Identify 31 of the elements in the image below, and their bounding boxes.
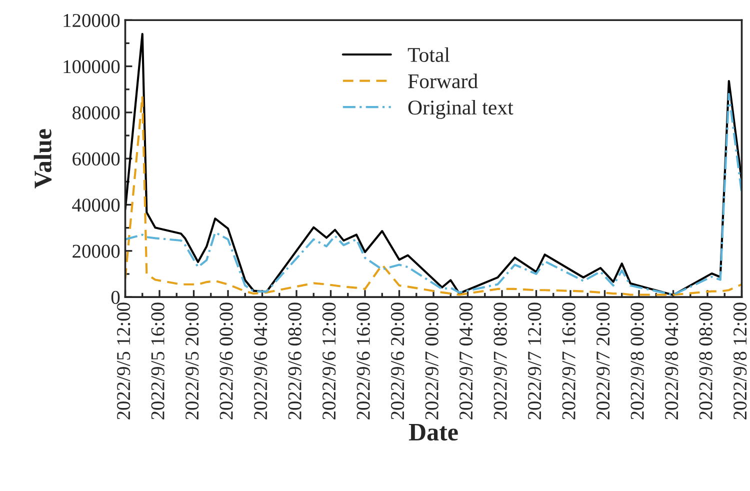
legend-label: Original text <box>408 100 514 119</box>
x-tick-label: 2022/9/7 04:00 <box>459 302 473 420</box>
x-tick-label: 2022/9/6 16:00 <box>356 302 370 420</box>
x-tick-label: 2022/9/6 04:00 <box>254 302 268 420</box>
x-tick-label: 2022/9/8 04:00 <box>664 302 678 420</box>
x-tick-label: 2022/9/7 16:00 <box>562 302 576 420</box>
x-tick-label: 2022/9/6 00:00 <box>220 302 233 420</box>
y-tick-label: 0 <box>111 290 120 304</box>
x-tick-label: 2022/9/7 20:00 <box>596 302 610 420</box>
x-tick-label: 2022/9/6 08:00 <box>288 302 302 420</box>
x-tick-label: 2022/9/7 12:00 <box>528 302 542 420</box>
y-tick-label: 40000 <box>72 198 120 212</box>
x-axis-title: Date <box>408 424 458 441</box>
x-tick-label: 2022/9/5 12:00 <box>116 302 130 420</box>
x-tick-label: 2022/9/7 00:00 <box>425 302 438 420</box>
x-tick-label: 2022/9/7 08:00 <box>494 302 507 420</box>
x-tick-label: 2022/9/5 16:00 <box>151 302 164 420</box>
x-tick-label: 2022/9/5 20:00 <box>185 302 199 420</box>
x-tick-label: 2022/9/8 08:00 <box>699 302 712 420</box>
x-tick-label: 2022/9/8 12:00 <box>733 302 747 420</box>
x-tick-label: 2022/9/6 20:00 <box>390 302 404 420</box>
y-tick-label: 120000 <box>64 14 120 28</box>
y-tick-label: 60000 <box>72 152 120 166</box>
y-tick-label: 80000 <box>72 106 120 120</box>
y-tick-label: 20000 <box>72 244 120 258</box>
x-tick-label: 2022/9/8 00:00 <box>630 302 644 420</box>
x-tick-label: 2022/9/6 12:00 <box>322 302 336 420</box>
legend-label: Forward <box>408 74 478 88</box>
y-tick-label: 100000 <box>64 60 120 74</box>
legend-label: Total <box>408 47 450 62</box>
y-axis-title: Value <box>34 129 52 188</box>
